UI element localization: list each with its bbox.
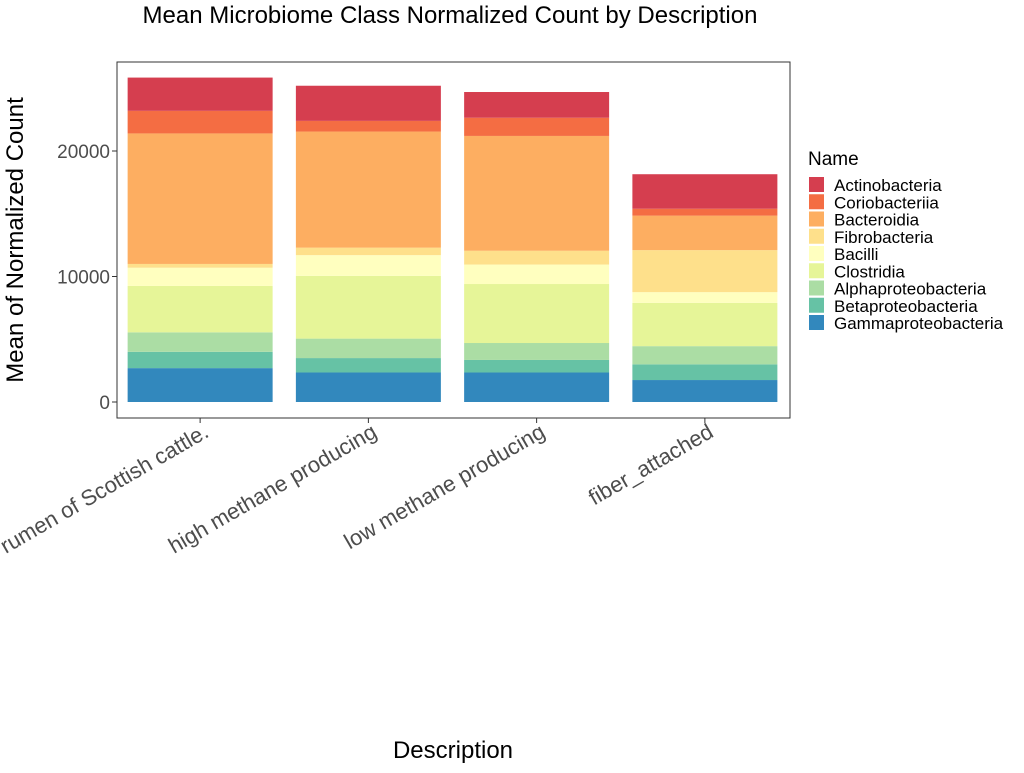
x-tick-label: ...the rumen of Scottish cattle. bbox=[0, 419, 213, 586]
legend-swatch bbox=[809, 177, 824, 192]
bar-segment-bacilli-4 bbox=[632, 292, 778, 303]
legend-swatch bbox=[809, 280, 824, 296]
legend-label: Bacilli bbox=[834, 245, 878, 264]
y-tick-label: 20000 bbox=[57, 142, 110, 163]
x-tick-label: fiber_attached bbox=[584, 419, 717, 510]
legend-label: Betaproteobacteria bbox=[834, 297, 978, 316]
bar-segment-coriobacteriia-1 bbox=[127, 110, 273, 134]
legend-item-bacilli: Bacilli bbox=[809, 245, 878, 264]
bar-stack-low-methane-producing bbox=[464, 92, 610, 402]
bar-segment-fibrobacteria-4 bbox=[632, 250, 778, 293]
bar-stack-high-methane-producing bbox=[295, 85, 441, 402]
bar-segment-betaproteobacteria-2 bbox=[295, 358, 441, 373]
legend-swatch bbox=[809, 297, 824, 313]
bar-segment-actinobacteria-4 bbox=[632, 174, 778, 209]
bar-segment-clostridia-1 bbox=[127, 285, 273, 333]
legend-label: Coriobacteriia bbox=[834, 193, 939, 212]
y-tick-label: 10000 bbox=[57, 268, 110, 289]
legend-items: ActinobacteriaCoriobacteriiaBacteroidiaF… bbox=[809, 176, 1004, 333]
y-axis-title: Mean of Normalized Count bbox=[2, 97, 29, 383]
legend-label: Gammaproteobacteria bbox=[834, 314, 1004, 333]
bar-stack-fiber-attached bbox=[632, 174, 778, 402]
y-tick-label: 0 bbox=[99, 393, 110, 414]
bar-segment-bacteroidia-2 bbox=[295, 131, 441, 248]
chart-title: Mean Microbiome Class Normalized Count b… bbox=[143, 2, 758, 29]
bar-segment-betaproteobacteria-4 bbox=[632, 364, 778, 381]
legend-item-clostridia: Clostridia bbox=[809, 262, 905, 281]
bar-segment-coriobacteriia-4 bbox=[632, 208, 778, 216]
bar-segment-gammaproteobacteria-4 bbox=[632, 380, 778, 402]
bar-stack-the-rumen-of-scottish-cattle bbox=[127, 77, 273, 402]
legend-item-bacteroidia: Bacteroidia bbox=[809, 211, 920, 230]
bar-segment-bacilli-1 bbox=[127, 267, 273, 286]
legend-swatch bbox=[809, 211, 824, 227]
bar-segment-alphaproteobacteria-2 bbox=[295, 338, 441, 359]
bar-segment-bacteroidia-1 bbox=[127, 133, 273, 264]
bar-segment-gammaproteobacteria-3 bbox=[464, 372, 610, 402]
legend-item-betaproteobacteria: Betaproteobacteria bbox=[809, 297, 978, 316]
bar-segment-fibrobacteria-2 bbox=[295, 247, 441, 256]
legend-swatch bbox=[809, 315, 824, 330]
legend-item-actinobacteria: Actinobacteria bbox=[809, 176, 942, 195]
bar-segment-betaproteobacteria-3 bbox=[464, 359, 610, 373]
bar-segment-bacilli-3 bbox=[464, 264, 610, 285]
bar-segment-betaproteobacteria-1 bbox=[127, 351, 273, 369]
bar-segment-bacilli-2 bbox=[295, 255, 441, 276]
bar-segment-bacteroidia-4 bbox=[632, 215, 778, 251]
bar-segment-gammaproteobacteria-2 bbox=[295, 372, 441, 402]
bar-segment-clostridia-2 bbox=[295, 275, 441, 339]
legend-item-coriobacteriia: Coriobacteriia bbox=[809, 193, 939, 212]
bar-segment-alphaproteobacteria-1 bbox=[127, 332, 273, 352]
bar-segment-coriobacteriia-2 bbox=[295, 120, 441, 132]
legend-label: Fibrobacteria bbox=[834, 228, 934, 247]
x-axis-title: Description bbox=[393, 737, 513, 764]
bar-segment-clostridia-4 bbox=[632, 302, 778, 347]
bar-segment-gammaproteobacteria-1 bbox=[127, 368, 273, 402]
legend-swatch bbox=[809, 246, 824, 261]
bars-layer bbox=[127, 77, 778, 402]
legend-item-fibrobacteria: Fibrobacteria bbox=[809, 228, 934, 247]
bar-segment-alphaproteobacteria-3 bbox=[464, 343, 610, 360]
bar-segment-actinobacteria-2 bbox=[295, 85, 441, 121]
bar-segment-actinobacteria-3 bbox=[464, 92, 610, 118]
legend: Name ActinobacteriaCoriobacteriiaBactero… bbox=[808, 149, 1004, 333]
legend-title: Name bbox=[808, 149, 859, 170]
y-axis: 0 10000 20000 bbox=[57, 142, 117, 414]
legend-item-alphaproteobacteria: Alphaproteobacteria bbox=[809, 280, 987, 299]
legend-label: Bacteroidia bbox=[834, 211, 920, 230]
bar-segment-bacteroidia-3 bbox=[464, 135, 610, 251]
bar-segment-alphaproteobacteria-4 bbox=[632, 346, 778, 365]
bar-segment-actinobacteria-1 bbox=[127, 77, 273, 111]
legend-swatch bbox=[809, 263, 824, 279]
x-axis: ...the rumen of Scottish cattle.high met… bbox=[0, 418, 717, 586]
bar-segment-coriobacteriia-3 bbox=[464, 117, 610, 136]
legend-swatch bbox=[809, 194, 824, 210]
legend-label: Actinobacteria bbox=[834, 176, 942, 195]
legend-item-gammaproteobacteria: Gammaproteobacteria bbox=[809, 314, 1004, 333]
legend-swatch bbox=[809, 228, 824, 244]
bar-segment-fibrobacteria-3 bbox=[464, 250, 610, 265]
bar-segment-clostridia-3 bbox=[464, 284, 610, 344]
legend-label: Alphaproteobacteria bbox=[834, 280, 987, 299]
legend-label: Clostridia bbox=[834, 262, 905, 281]
bar-segment-fibrobacteria-1 bbox=[127, 263, 273, 268]
